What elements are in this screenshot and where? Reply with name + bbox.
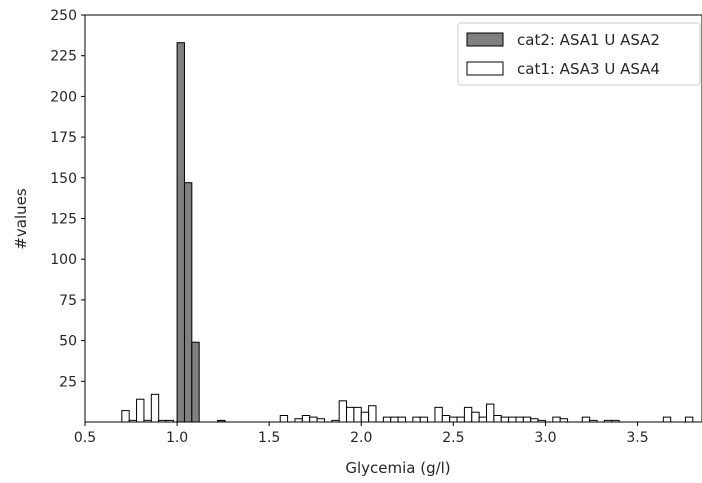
- cat1-bar: [397, 416, 406, 423]
- cat1-bar: [486, 403, 495, 423]
- cat1-bar: [522, 416, 532, 423]
- cat1-bar: [121, 410, 130, 423]
- cat1-bars: [121, 393, 694, 423]
- cat2-bars: [176, 42, 226, 423]
- cat1-bar: [360, 411, 370, 423]
- cat1-bar: [390, 416, 399, 423]
- cat1-bar: [478, 416, 488, 423]
- legend-box: [457, 22, 701, 86]
- legend-swatch-cat2: [466, 32, 504, 47]
- y-tick-label: 225: [50, 49, 77, 65]
- cat1-bar: [515, 416, 524, 423]
- cat1-bar: [471, 411, 480, 423]
- cat1-bar: [346, 406, 355, 423]
- cat1-bar: [368, 405, 377, 423]
- y-tick-label: 25: [59, 374, 77, 390]
- y-axis-label: #values: [12, 188, 30, 250]
- y-tick-label: 75: [59, 293, 77, 309]
- cat1-bar: [419, 416, 429, 423]
- cat1-bar: [662, 416, 672, 423]
- cat1-bar: [500, 416, 510, 423]
- cat2-bar: [176, 42, 185, 423]
- x-tick-label: 2.5: [442, 430, 464, 446]
- y-tick-label: 125: [50, 212, 77, 228]
- cat1-bar: [279, 414, 289, 423]
- y-tick-label: 175: [50, 130, 77, 146]
- cat1-bar: [309, 416, 318, 423]
- legend: cat2: ASA1 U ASA2 cat1: ASA3 U ASA4: [457, 22, 701, 86]
- x-tick-label: 1.5: [258, 430, 280, 446]
- legend-label-cat1: cat1: ASA3 U ASA4: [517, 60, 660, 78]
- y-tick-label: 250: [50, 8, 77, 24]
- legend-label-cat2: cat2: ASA1 U ASA2: [517, 31, 660, 49]
- x-axis-label: Glycemia (g/l): [345, 459, 450, 477]
- cat1-bar: [581, 416, 591, 423]
- cat1-bar: [449, 416, 458, 423]
- cat2-bar: [191, 341, 200, 423]
- cat1-bar: [382, 416, 392, 423]
- cat1-bar: [552, 416, 561, 423]
- cat1-bar: [508, 416, 517, 423]
- cat1-bar: [463, 406, 473, 423]
- y-tick-label: 100: [50, 252, 77, 268]
- cat2-bar: [183, 182, 193, 423]
- cat1-bar: [301, 414, 311, 423]
- x-tick-label: 3.0: [534, 430, 556, 446]
- x-axis-ticks: 0.5 1.0 1.5 2.0 2.5 3.0 3.5: [74, 422, 649, 446]
- cat1-bar: [456, 416, 465, 423]
- cat1-bar: [434, 406, 443, 423]
- x-tick-label: 0.5: [74, 430, 96, 446]
- y-tick-label: 150: [50, 171, 77, 187]
- x-tick-label: 2.0: [350, 430, 372, 446]
- cat1-bar: [441, 414, 451, 423]
- x-tick-label: 3.5: [626, 430, 648, 446]
- cat1-bar: [493, 414, 502, 423]
- cat1-bar: [150, 393, 160, 423]
- y-tick-label: 50: [59, 334, 77, 350]
- y-axis-ticks: 25 50 75 100 125 150 175 200 225 250: [50, 8, 85, 390]
- x-tick-label: 1.0: [166, 430, 188, 446]
- cat1-bar: [412, 416, 421, 423]
- legend-swatch-cat1: [466, 61, 504, 76]
- cat1-bar: [353, 406, 362, 423]
- y-tick-label: 200: [50, 89, 77, 105]
- cat1-bar: [684, 416, 694, 423]
- cat1-bar: [136, 398, 145, 423]
- cat1-bar: [338, 400, 348, 423]
